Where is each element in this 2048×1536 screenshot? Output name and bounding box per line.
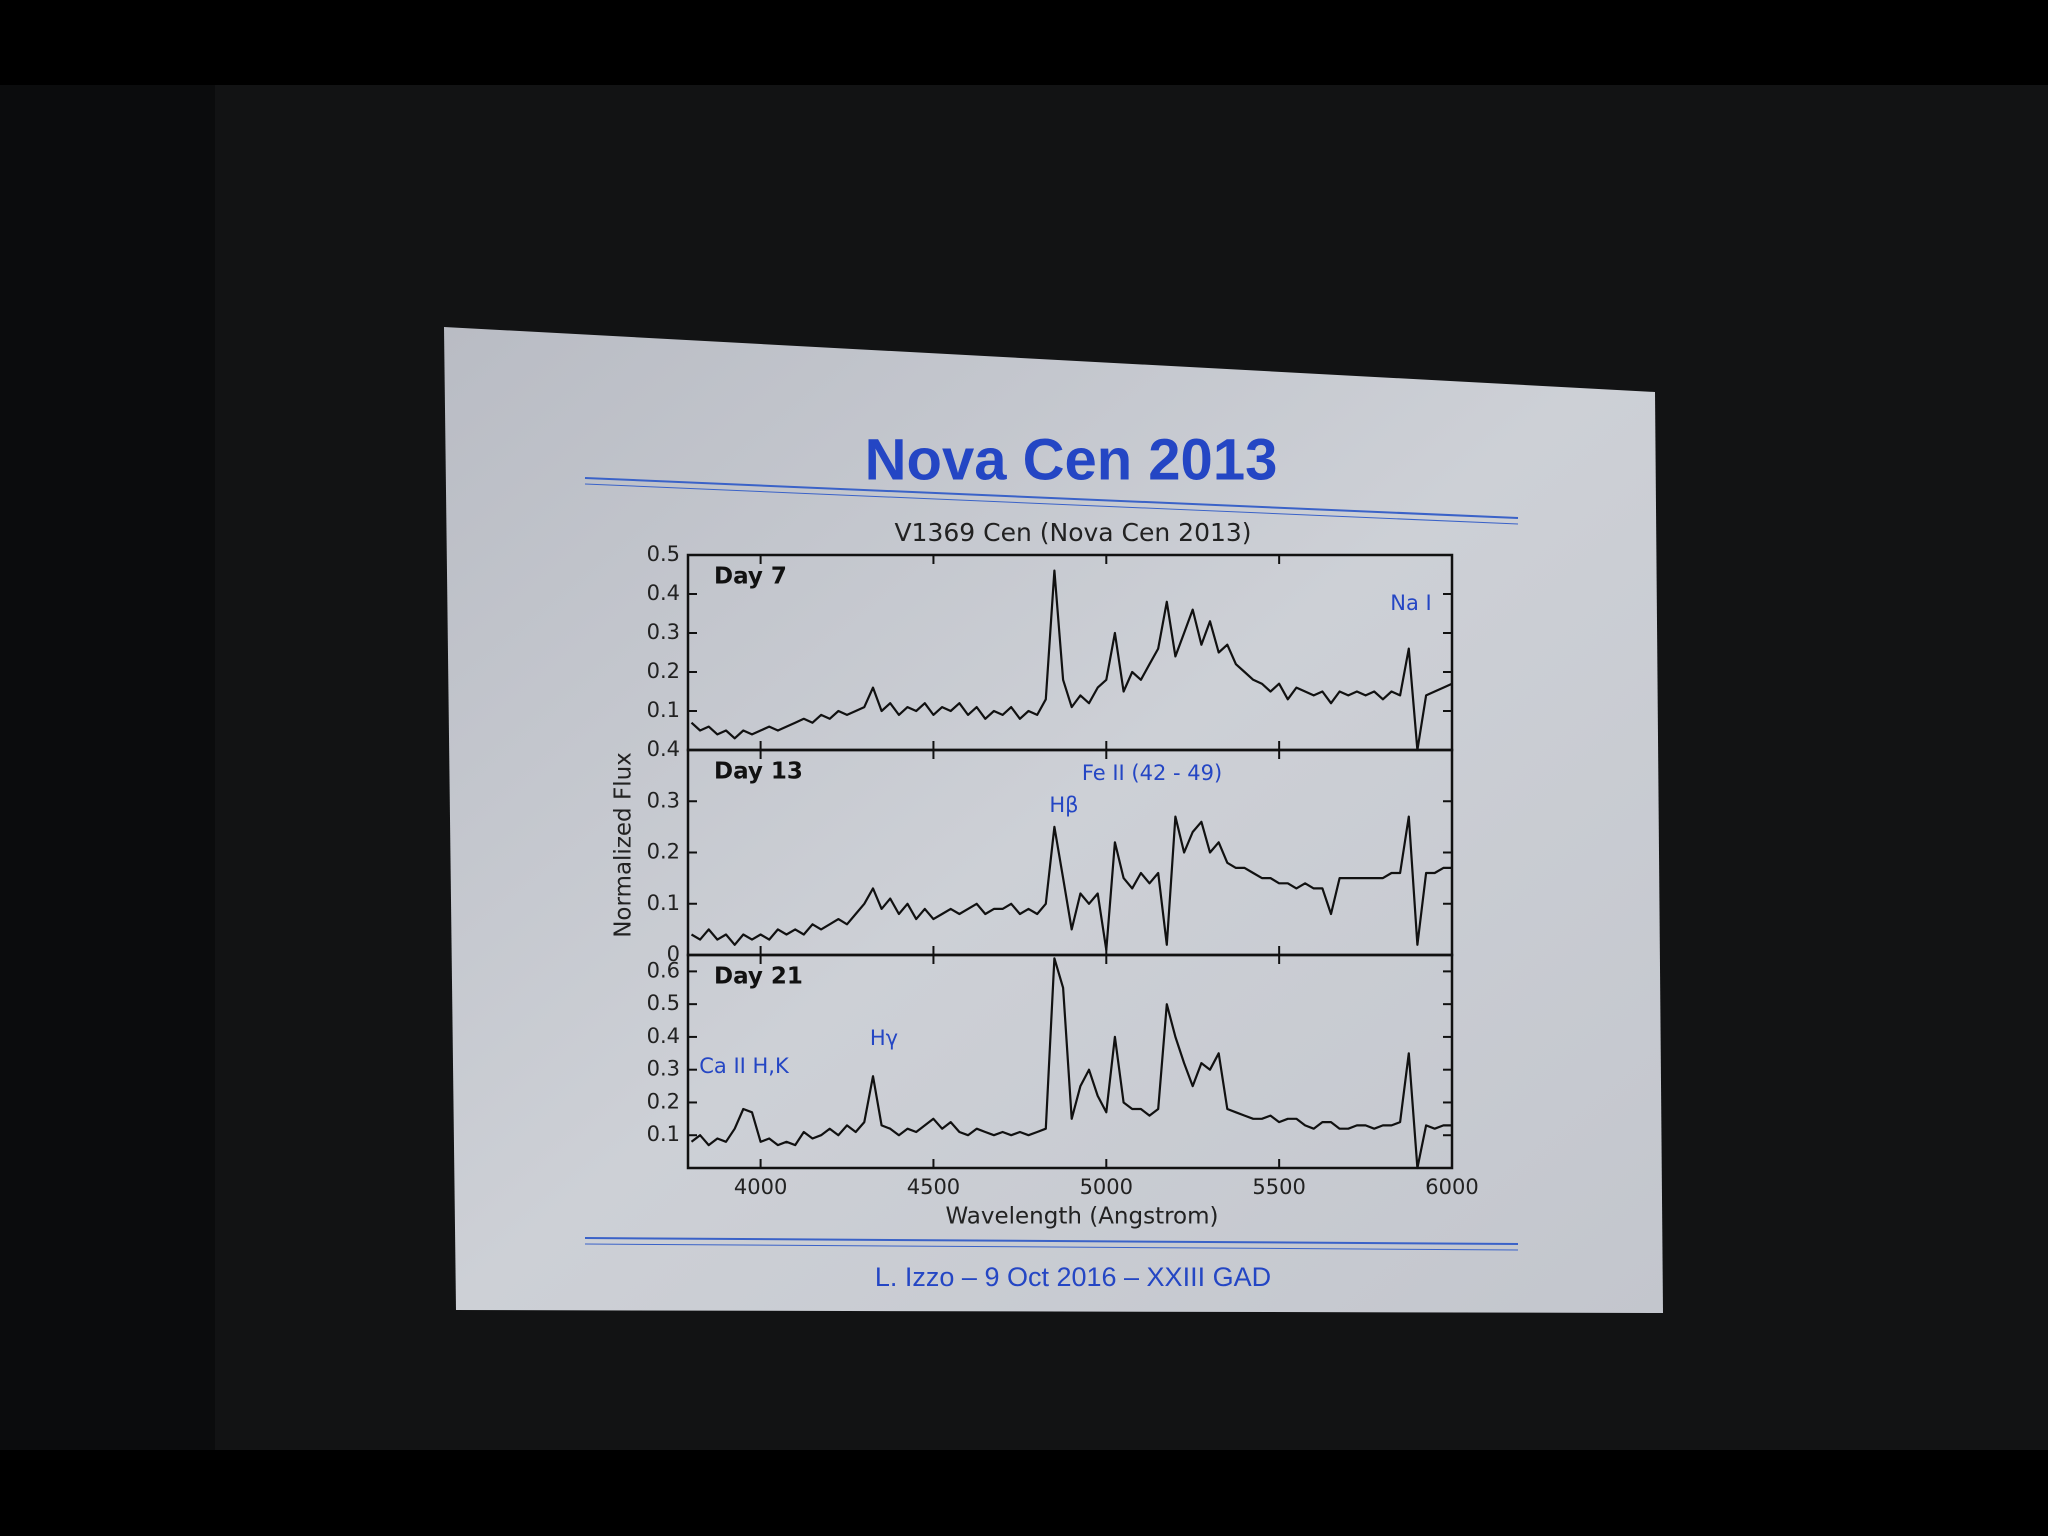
spectrum-line	[690, 569, 1453, 752]
y-tick-label: 0.3	[647, 1057, 680, 1081]
y-tick-label: 0.1	[647, 1122, 680, 1146]
annotation: Hγ	[870, 1026, 898, 1050]
annotation: Fe II (42 - 49)	[1082, 761, 1222, 785]
y-tick-label: 0.4	[647, 737, 680, 761]
y-axis-label: Normalized Flux	[611, 752, 637, 938]
wall-left	[0, 85, 215, 1450]
rule	[584, 1243, 1519, 1251]
y-tick-label: 0	[667, 942, 680, 966]
x-tick-label: 4500	[907, 1175, 960, 1199]
y-tick-label: 0.5	[647, 991, 680, 1015]
y-tick-label: 0.5	[647, 542, 680, 566]
rule	[584, 1237, 1519, 1245]
panel-label: Day 7	[714, 564, 787, 590]
spectrum-line	[690, 957, 1452, 1170]
slide-footer: L. Izzo – 9 Oct 2016 – XXIII GAD	[875, 1262, 1271, 1292]
annotation: Ca II H,K	[699, 1054, 790, 1078]
y-tick-label: 0.1	[647, 891, 680, 915]
plot-frame	[686, 953, 1454, 1170]
x-tick-label: 4000	[734, 1175, 787, 1199]
x-tick-label: 5500	[1252, 1175, 1305, 1199]
rule	[584, 477, 1519, 519]
x-tick-label: 6000	[1425, 1175, 1478, 1199]
y-tick-label: 0.4	[647, 1024, 680, 1048]
panel-label: Day 21	[714, 964, 803, 990]
x-tick-label: 5000	[1080, 1175, 1133, 1199]
annotation: Na I	[1390, 591, 1431, 615]
y-tick-label: 0.3	[647, 788, 680, 812]
slide-title: Nova Cen 2013	[865, 427, 1278, 492]
spectrum-line	[690, 815, 1452, 951]
rule	[584, 483, 1519, 525]
y-tick-label: 0.2	[647, 1089, 680, 1113]
y-tick-label: 0.3	[647, 620, 680, 644]
plots: 0.1 0.2 0.3 0.4 0.5 Day 7 Na I 0 0.1 0.2 0.3 0.4 Day…	[647, 542, 1479, 1199]
y-tick-label: 0.2	[647, 659, 680, 683]
y-tick-label: 0.1	[647, 698, 680, 722]
y-tick-label: 0.2	[647, 840, 680, 864]
y-tick-label: 0.6	[647, 958, 680, 982]
annotation: Hβ	[1049, 793, 1078, 817]
y-tick-label: 0.4	[647, 581, 680, 605]
panel-label: Day 13	[714, 759, 803, 785]
figure-title: V1369 Cen (Nova Cen 2013)	[894, 518, 1251, 547]
slide	[444, 327, 1663, 1313]
x-axis-label: Wavelength (Angstrom)	[945, 1204, 1218, 1230]
